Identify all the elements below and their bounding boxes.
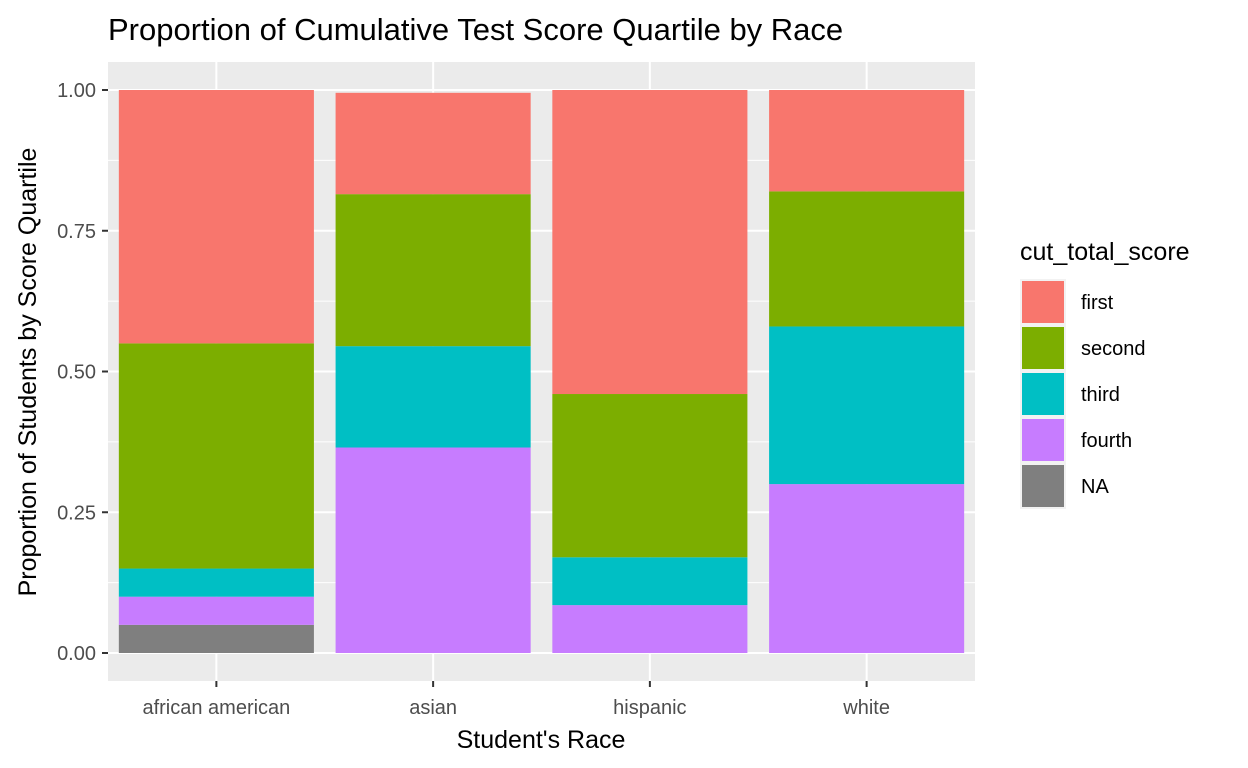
bars-group bbox=[118, 90, 965, 653]
bar-segment-white-first bbox=[769, 90, 965, 192]
legend-label-first: first bbox=[1081, 292, 1114, 314]
bar-segment-hispanic-fourth bbox=[552, 605, 748, 653]
legend-label-fourth: fourth bbox=[1081, 430, 1132, 452]
x-axis: african american asian hispanic white bbox=[142, 681, 890, 719]
legend-swatch-second bbox=[1022, 327, 1064, 369]
x-tick-label: hispanic bbox=[613, 697, 686, 719]
y-axis-title: Proportion of Students by Score Quartile bbox=[14, 148, 42, 597]
chart-title: Proportion of Cumulative Test Score Quar… bbox=[108, 12, 843, 47]
y-tick-label: 1.00 bbox=[57, 80, 96, 102]
bar-segment-white-fourth bbox=[769, 484, 965, 653]
x-tick-label: african american bbox=[142, 697, 290, 719]
bar-segment-hispanic-second bbox=[552, 394, 748, 558]
bar-segment-hispanic-third bbox=[552, 557, 748, 606]
bar-segment-hispanic-first bbox=[552, 90, 748, 395]
bar-segment-asian-fourth bbox=[335, 447, 531, 653]
bar-segment-white-second bbox=[769, 191, 965, 327]
legend-title: cut_total_score bbox=[1020, 238, 1190, 266]
legend-label-third: third bbox=[1081, 384, 1120, 406]
x-tick-label: asian bbox=[409, 697, 457, 719]
bar-segment-african-american-first bbox=[118, 90, 314, 344]
legend-swatch-fourth bbox=[1022, 419, 1064, 461]
legend-swatch-first bbox=[1022, 281, 1064, 323]
y-tick-label: 0.00 bbox=[57, 643, 96, 665]
bar-segment-white-third bbox=[769, 326, 965, 485]
x-axis-title: Student's Race bbox=[457, 726, 626, 754]
legend-items: first second third fourth NA bbox=[1020, 279, 1146, 509]
x-tick-label: white bbox=[842, 697, 890, 719]
y-tick-label: 0.75 bbox=[57, 221, 96, 243]
bar-segment-african-american-fourth bbox=[118, 596, 314, 625]
bar-segment-african-american-second bbox=[118, 343, 314, 569]
legend: cut_total_score first second third fourth NA bbox=[1020, 238, 1190, 509]
bar-segment-african-american-third bbox=[118, 568, 314, 597]
bar-segment-asian-second bbox=[335, 194, 531, 347]
bar-segment-asian-third bbox=[335, 346, 531, 448]
legend-label-second: second bbox=[1081, 338, 1146, 360]
legend-swatch-third bbox=[1022, 373, 1064, 415]
legend-swatch-NA bbox=[1022, 465, 1064, 507]
y-tick-label: 0.50 bbox=[57, 362, 96, 384]
y-axis: 0.00 0.25 0.50 0.75 1.00 bbox=[57, 80, 108, 665]
legend-label-NA: NA bbox=[1081, 476, 1109, 498]
y-tick-label: 0.25 bbox=[57, 502, 96, 524]
bar-segment-african-american-NA bbox=[118, 624, 314, 653]
bar-segment-asian-first bbox=[335, 92, 531, 195]
